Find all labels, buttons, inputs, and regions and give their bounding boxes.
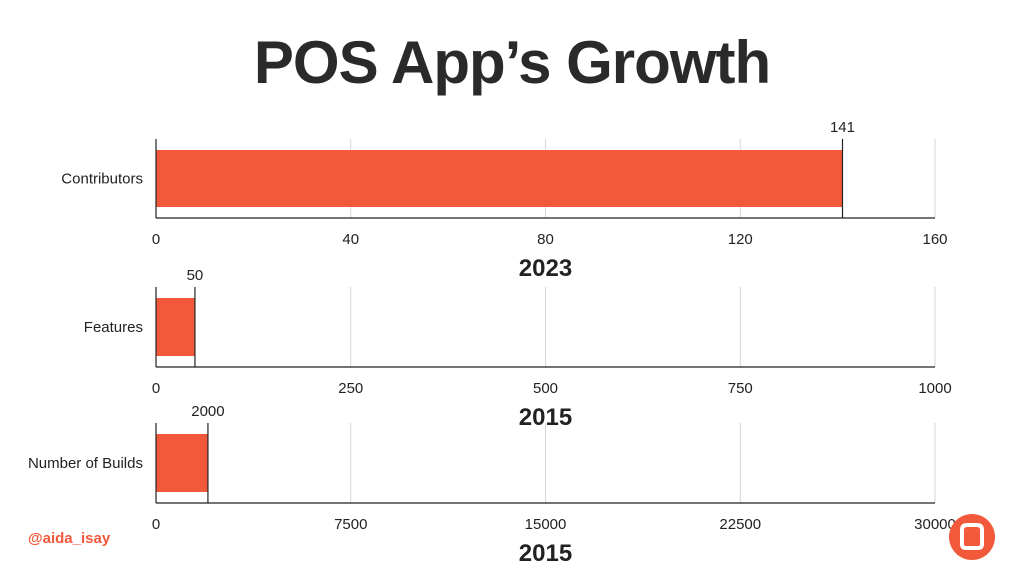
chart-1-x-axis-label: 2023	[519, 255, 572, 282]
page-title: POS App’s Growth	[253, 29, 771, 96]
chart-2-category-label: Features	[84, 319, 143, 336]
chart-3-tick-label: 15000	[525, 516, 567, 533]
chart-1-tick-label: 120	[728, 231, 753, 248]
chart-2-bar	[156, 298, 195, 356]
chart-3-bar	[156, 434, 208, 492]
chart-2-data-label: 50	[187, 267, 204, 284]
chart-1-data-label: 141	[830, 119, 855, 136]
chart-3-x-axis-label: 2015	[519, 540, 572, 567]
chart-1-tick-label: 0	[152, 231, 160, 248]
chart-3-tick-label: 7500	[334, 516, 367, 533]
chart-3-data-label: 2000	[191, 403, 224, 420]
chart-2-tick-label: 250	[338, 380, 363, 397]
chart-3-tick-label: 0	[152, 516, 160, 533]
chart-1-bar	[156, 150, 843, 207]
chart-2-tick-label: 0	[152, 380, 160, 397]
chart-2-tick-label: 1000	[918, 380, 951, 397]
chart-1-tick-label: 40	[342, 231, 359, 248]
chart-2-tick-label: 500	[533, 380, 558, 397]
chart-3-tick-label: 30000	[914, 516, 956, 533]
chart-3-category-label: Number of Builds	[28, 455, 143, 472]
chart-2-tick-label: 750	[728, 380, 753, 397]
chat-bubble-icon	[949, 514, 995, 560]
chart-1-tick-label: 80	[537, 231, 554, 248]
author-handle: @aida_isay	[28, 530, 111, 547]
chart-1-category-label: Contributors	[61, 171, 143, 188]
chart-1-tick-label: 160	[922, 231, 947, 248]
chart-3-tick-label: 22500	[719, 516, 761, 533]
